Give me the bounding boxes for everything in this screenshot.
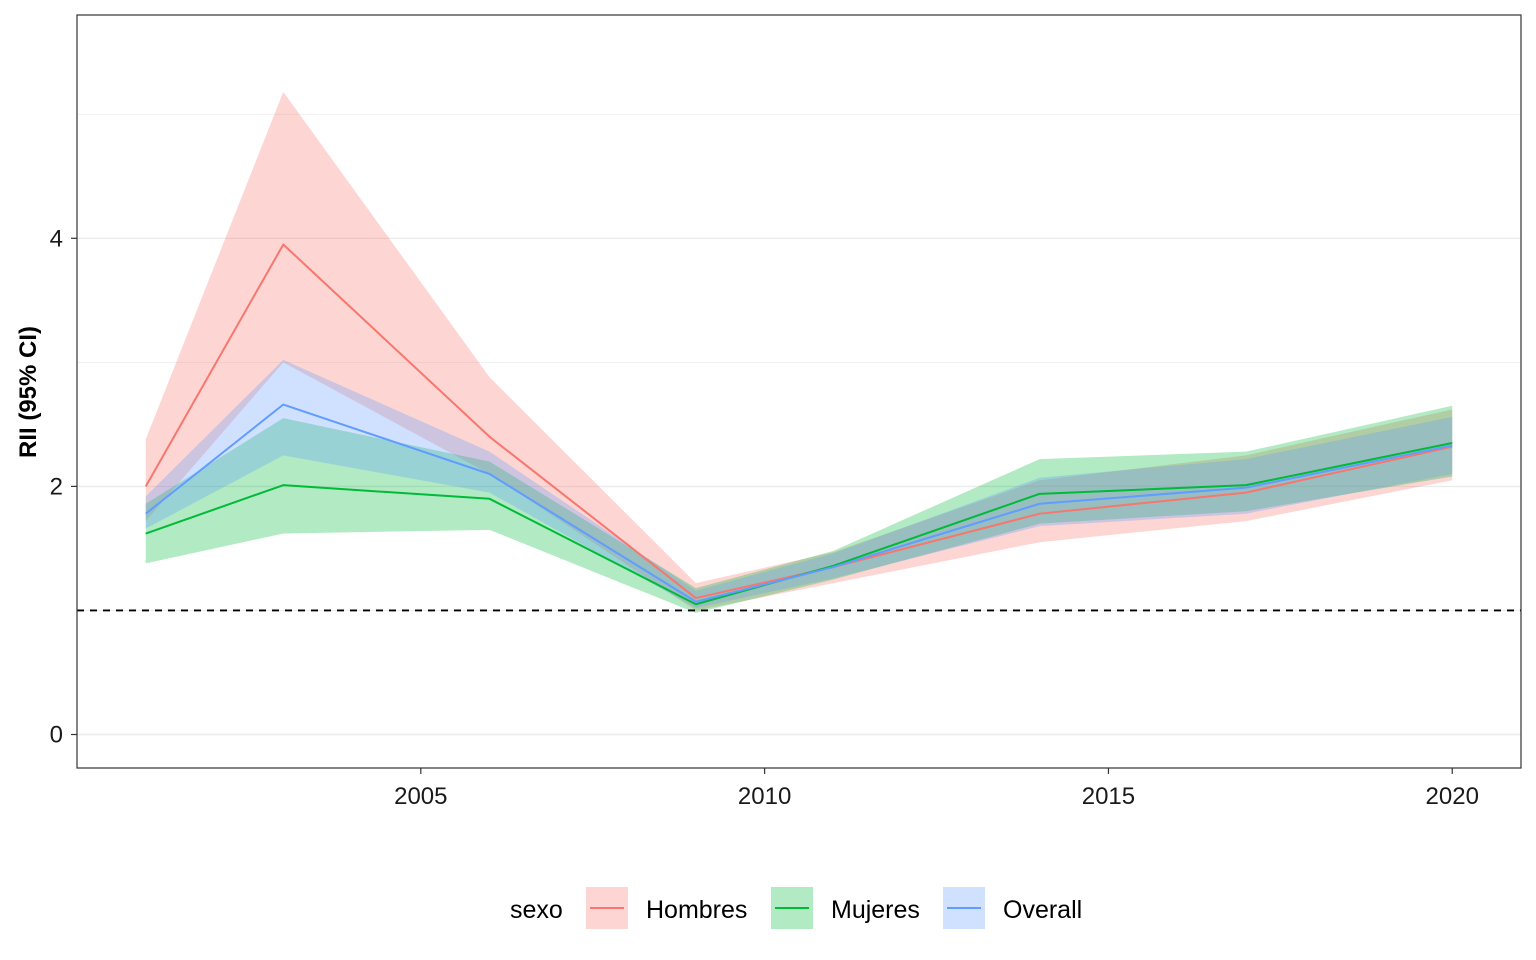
y-tick-label: 4 <box>50 225 63 252</box>
y-tick-label: 2 <box>50 473 63 500</box>
x-tick-label: 2020 <box>1426 783 1479 810</box>
x-tick-label: 2005 <box>394 783 447 810</box>
series-line-hombres <box>144 243 1453 600</box>
legend-label-overall: Overall <box>1003 896 1082 924</box>
legend: sexo Hombres Mujeres Overall <box>510 887 1082 929</box>
ci-band-mujeres <box>145 405 1453 613</box>
x-tick-label: 2015 <box>1082 783 1135 810</box>
series-line-overall <box>145 403 1453 603</box>
legend-label-hombres: Hombres <box>646 896 747 924</box>
plot-panel-border <box>76 14 1522 769</box>
y-axis-title: RII (95% CI) <box>15 326 42 458</box>
legend-label-mujeres: Mujeres <box>831 896 920 924</box>
y-tick-label: 0 <box>50 722 63 749</box>
confidence-bands <box>145 91 1453 613</box>
x-tick-label: 2010 <box>738 783 791 810</box>
axis-ticks: 0 2 4 2005 2010 2015 2020 <box>50 225 1479 810</box>
legend-title: sexo <box>510 896 563 924</box>
ci-band-hombres <box>145 91 1453 611</box>
ci-band-overall <box>145 359 1453 608</box>
series-lines <box>144 243 1453 606</box>
